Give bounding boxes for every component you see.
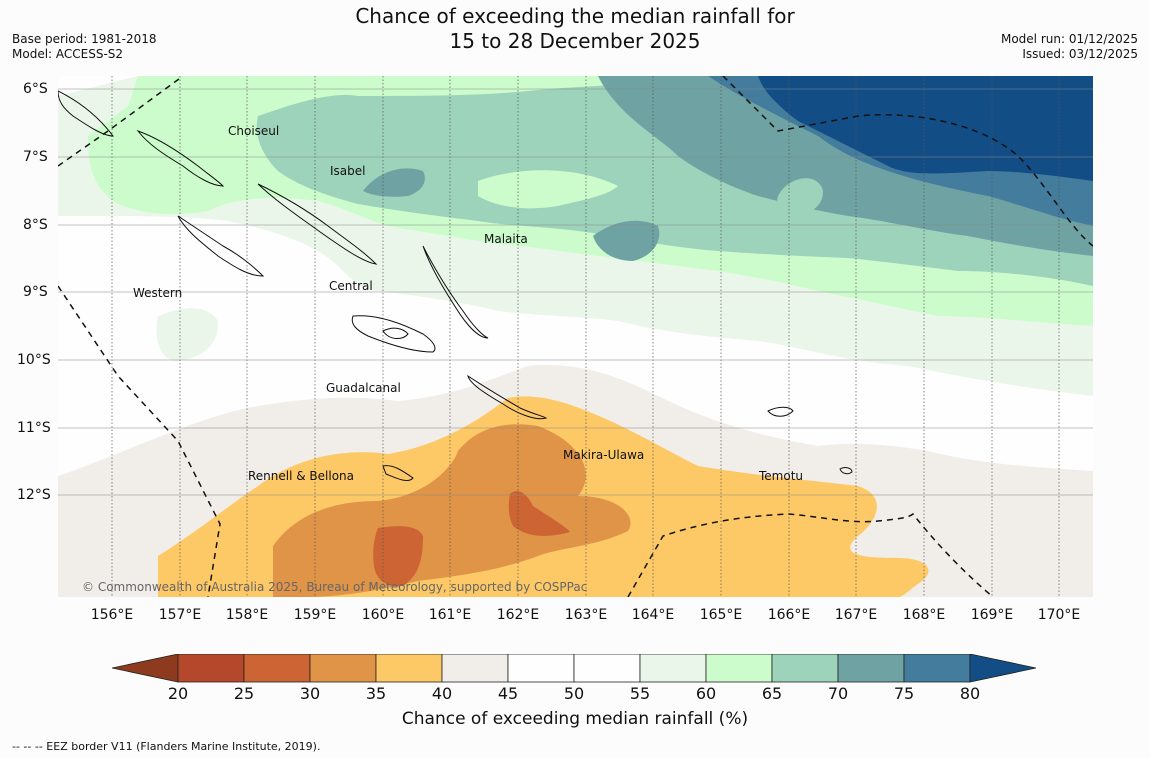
- colorbar-tick-80: 80: [959, 684, 981, 703]
- meta-left: Base period: 1981-2018 Model: ACCESS-S2: [12, 32, 157, 62]
- colorbar-tick-70: 70: [827, 684, 849, 703]
- eez-south: [627, 512, 994, 597]
- band-60-65-inner: [478, 170, 618, 209]
- lon-label-160E: 160°E: [361, 607, 405, 623]
- issued-date: Issued: 03/12/2025: [1022, 47, 1138, 61]
- band-25-30-b: [373, 526, 423, 587]
- lon-label-161E: 161°E: [428, 607, 472, 623]
- lat-label-11S: 11°S: [17, 420, 51, 436]
- lon-label-159E: 159°E: [293, 607, 337, 623]
- place-temotu: Temotu: [759, 469, 804, 483]
- colorbar-segment: [375, 654, 443, 683]
- lon-label-166E: 166°E: [767, 607, 811, 623]
- colorbar: [112, 654, 1037, 683]
- island-isabel: [257, 183, 378, 265]
- place-guadalcanal: Guadalcanal: [326, 381, 401, 395]
- colorbar-tick-45: 45: [497, 684, 519, 703]
- band-70-75-isabel: [363, 168, 425, 197]
- lon-label-169E: 169°E: [970, 607, 1014, 623]
- colorbar-segment: [507, 654, 575, 683]
- island-choiseul: [136, 129, 225, 187]
- lat-label-10S: 10°S: [17, 352, 51, 368]
- lon-label-163E: 163°E: [564, 607, 608, 623]
- eez-northwest: [58, 76, 184, 167]
- lon-label-168E: 168°E: [902, 607, 946, 623]
- colorbar-tick-50: 50: [563, 684, 585, 703]
- colorbar-segment: [309, 654, 377, 683]
- islands: [58, 90, 853, 481]
- island-shortland: [58, 90, 115, 137]
- colorbar-segment: [177, 654, 245, 683]
- lon-label-157E: 157°E: [158, 607, 202, 623]
- island-vanikoro: [839, 467, 853, 475]
- lon-gridlines: [111, 76, 1060, 597]
- band-65-70-inner: [777, 178, 823, 215]
- lon-label-165E: 165°E: [699, 607, 743, 623]
- colorbar-segment: [573, 654, 641, 683]
- title-line-2: 15 to 28 December 2025: [449, 29, 701, 53]
- colorbar-segment: [441, 654, 509, 683]
- lat-label-8S: 8°S: [23, 217, 48, 233]
- lat-label-7S: 7°S: [23, 149, 48, 165]
- eez-borders: [58, 76, 1093, 597]
- lon-label-162E: 162°E: [496, 607, 540, 623]
- colorbar-segment: [837, 654, 905, 683]
- eez-footnote: -- -- -- EEZ border V11 (Flanders Marine…: [12, 740, 321, 753]
- band-80-plus: [758, 76, 1093, 181]
- colorbar-tick-35: 35: [365, 684, 387, 703]
- lat-label-6S: 6°S: [23, 81, 48, 97]
- rainfall-map: [58, 76, 1093, 597]
- lon-label-164E: 164°E: [631, 607, 675, 623]
- colorbar-label: Chance of exceeding median rainfall (%): [401, 709, 749, 729]
- band-25-30-a: [508, 491, 570, 536]
- island-guadalcanal: [351, 315, 436, 353]
- place-rennell-bellona: Rennell & Bellona: [248, 469, 355, 483]
- island-temotu: [767, 406, 794, 417]
- island-rennell: [382, 465, 414, 481]
- colorbar-segment: [771, 654, 839, 683]
- colorbar-tick-40: 40: [431, 684, 453, 703]
- place-isabel: Isabel: [330, 164, 366, 178]
- band-70-75-malaita: [593, 220, 660, 261]
- colorbar-segment: [705, 654, 773, 683]
- band-30-35: [273, 424, 631, 597]
- copyright-notice: © Commonwealth of Australia 2025, Bureau…: [82, 580, 588, 594]
- base-period: Base period: 1981-2018: [12, 32, 157, 46]
- meta-right: Model run: 01/12/2025 Issued: 03/12/2025: [1001, 32, 1138, 62]
- colorbar-tick-60: 60: [695, 684, 717, 703]
- colorbar-tick-75: 75: [893, 684, 915, 703]
- lon-label-158E: 158°E: [225, 607, 269, 623]
- place-central: Central: [329, 279, 373, 293]
- colorbar-segment: [243, 654, 311, 683]
- place-malaita: Malaita: [484, 232, 528, 246]
- lon-label-167E: 167°E: [834, 607, 878, 623]
- island-makira: [467, 374, 548, 420]
- place-makira-ulawa: Makira-Ulawa: [563, 448, 645, 462]
- colorbar-segment: [639, 654, 707, 683]
- lon-label-156E: 156°E: [90, 607, 134, 623]
- colorbar-tick-20: 20: [167, 684, 189, 703]
- colorbar-segment: [903, 654, 971, 683]
- model-name: Model: ACCESS-S2: [12, 47, 124, 61]
- place-western: Western: [133, 286, 183, 300]
- colorbar-tick-65: 65: [761, 684, 783, 703]
- island-nggela: [382, 327, 409, 339]
- colorbar-extend-low: [112, 654, 179, 683]
- map-title: Chance of exceeding the median rainfall …: [0, 4, 1150, 54]
- lat-label-9S: 9°S: [23, 284, 48, 300]
- model-run: Model run: 01/12/2025: [1000, 32, 1138, 46]
- colorbar-tick-25: 25: [233, 684, 255, 703]
- place-choiseul: Choiseul: [228, 124, 280, 138]
- eez-north: [722, 76, 1093, 247]
- colorbar-extend-high: [969, 654, 1037, 683]
- colorbar-tick-55: 55: [629, 684, 651, 703]
- title-line-1: Chance of exceeding the median rainfall …: [355, 4, 795, 28]
- colorbar-tick-30: 30: [299, 684, 321, 703]
- band-55-60-b: [156, 308, 219, 361]
- lat-gridlines: [58, 88, 1093, 496]
- island-new-georgia: [177, 215, 265, 277]
- lon-label-170E: 170°E: [1037, 607, 1081, 623]
- lat-label-12S: 12°S: [17, 487, 51, 503]
- island-malaita: [422, 245, 489, 339]
